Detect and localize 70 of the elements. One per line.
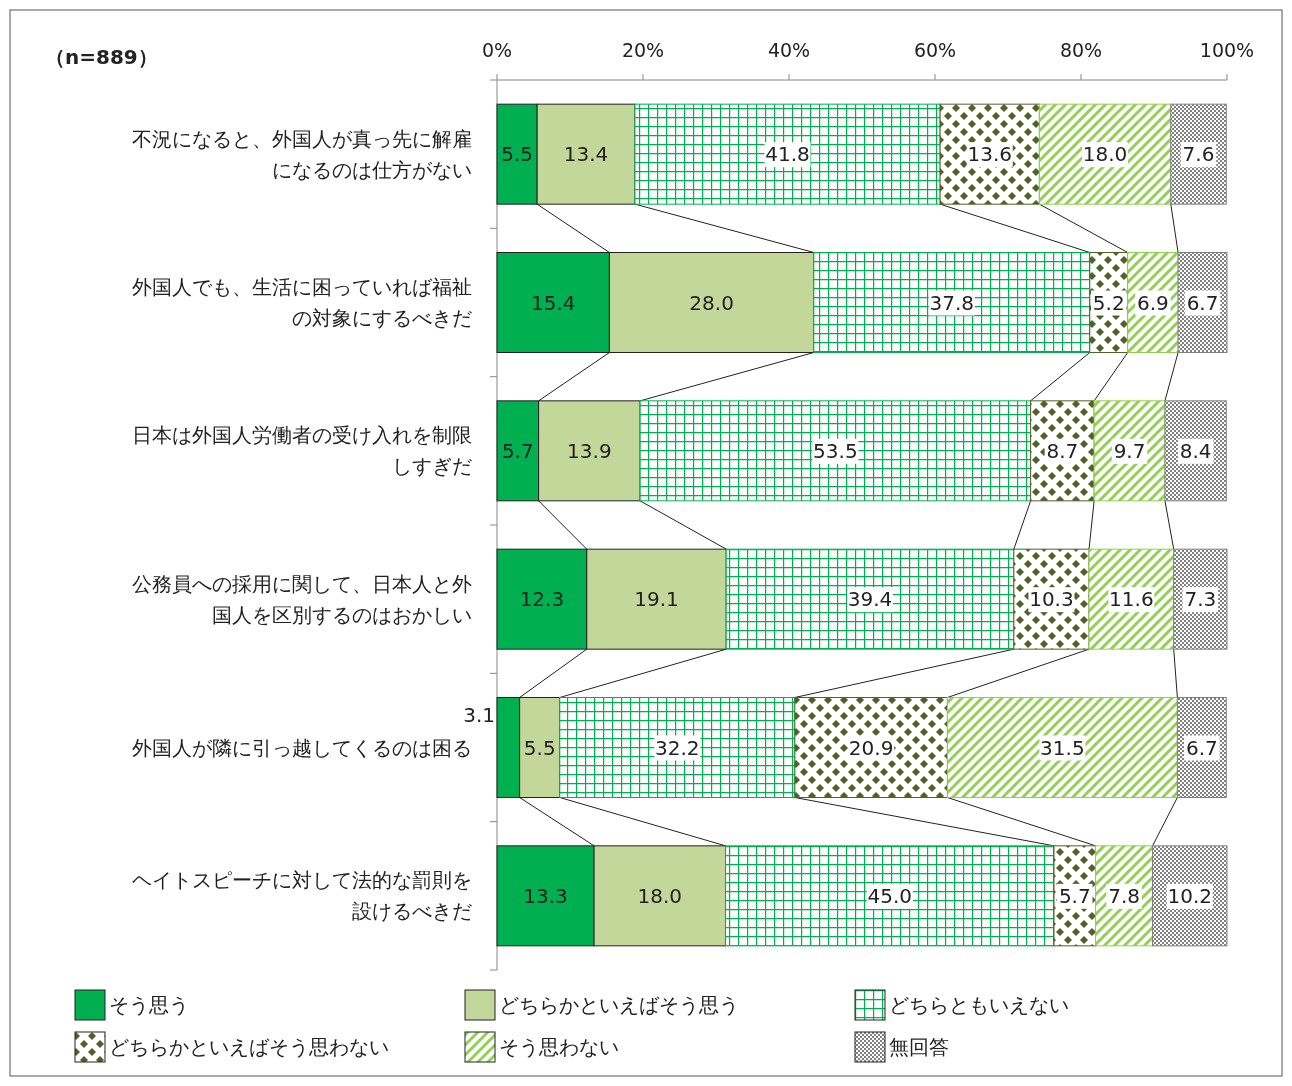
bar (634, 103, 941, 205)
bar (1164, 400, 1227, 502)
text: 6.7 (1186, 290, 1219, 315)
text: 15.4 (530, 290, 576, 315)
bar (639, 400, 1032, 502)
text: 7.8 (1108, 883, 1140, 908)
text: 3.1 (463, 702, 495, 727)
legend-label: どちらかといえばそう思う (499, 993, 739, 1017)
text: 5.7 (501, 438, 534, 463)
text: 37.8 (929, 290, 975, 315)
text: 5.5 (501, 142, 533, 167)
text: 9.7 (1113, 438, 1146, 463)
x-tick-label: 100% (1199, 39, 1255, 61)
text: 13.9 (567, 438, 612, 463)
text: 5.5 (523, 735, 556, 760)
text: 41.8 (765, 142, 810, 167)
bar (946, 697, 1178, 798)
text: 45.0 (867, 883, 913, 908)
text: 10.3 (1029, 587, 1074, 612)
legend-label: そう思う (109, 993, 189, 1017)
bar (1093, 400, 1166, 502)
bar (1088, 548, 1175, 650)
text: 8.7 (1046, 438, 1079, 463)
text: 32.2 (655, 735, 700, 760)
text: （n=889） (45, 45, 158, 69)
x-tick-label: 40% (767, 39, 811, 61)
x-tick-label: 60% (913, 39, 957, 61)
text: 7.6 (1182, 142, 1215, 167)
legend-label: そう思わない (499, 1035, 619, 1059)
text: 13.3 (523, 883, 568, 908)
bar (813, 252, 1091, 353)
y-tick-label: 日本は外国人労働者の受け入れを制限しすぎだ (132, 423, 472, 479)
bar (1152, 845, 1228, 947)
x-tick-label: 80% (1059, 39, 1103, 61)
text: 19.1 (634, 587, 679, 612)
text: 8.4 (1179, 438, 1212, 463)
y-tick-label: ヘイトスピーチに対して法的な罰則を設けるべきだ (132, 868, 472, 924)
text: 53.5 (813, 438, 858, 463)
text: 7.3 (1184, 587, 1217, 612)
bar (724, 845, 1055, 947)
bar (725, 548, 1015, 650)
text: 10.2 (1167, 883, 1213, 908)
y-tick-label: 外国人でも、生活に困っていれば福祉の対象にするべきだ (132, 275, 472, 330)
text: 13.4 (563, 142, 609, 167)
y-tick-label: 公務員への採用に関して、日本人と外国人を区別するのはおかしい (132, 571, 472, 627)
bar (559, 697, 796, 798)
y-tick-label: 不況になると、外国人が真っ先に解雇になるのは仕方がない (132, 126, 472, 182)
text: 11.6 (1109, 587, 1154, 612)
x-tick-label: 0% (481, 39, 513, 61)
text: 5.2 (1092, 290, 1125, 315)
legend-label: どちらかといえばそう思わない (109, 1035, 389, 1059)
text: 31.5 (1040, 735, 1085, 760)
text: 18.0 (1082, 142, 1128, 167)
text: 18.0 (637, 883, 683, 908)
y-tick-label: 外国人が隣に引っ越してくるのは困る (132, 735, 472, 760)
text: 6.7 (1185, 735, 1218, 760)
x-tick-label: 20% (621, 39, 665, 61)
text: 20.9 (848, 735, 894, 760)
text: 28.0 (689, 290, 734, 315)
legend-label: どちらともいえない (889, 993, 1069, 1017)
bar (1170, 103, 1227, 205)
text: 13.6 (967, 142, 1013, 167)
text: 12.3 (519, 587, 565, 612)
bar (939, 103, 1040, 205)
text: 5.7 (1058, 883, 1091, 908)
bar (794, 697, 948, 798)
bar (1038, 103, 1172, 205)
legend-label: 無回答 (889, 1035, 949, 1059)
text: 6.9 (1137, 290, 1169, 315)
text: 39.4 (847, 587, 893, 612)
